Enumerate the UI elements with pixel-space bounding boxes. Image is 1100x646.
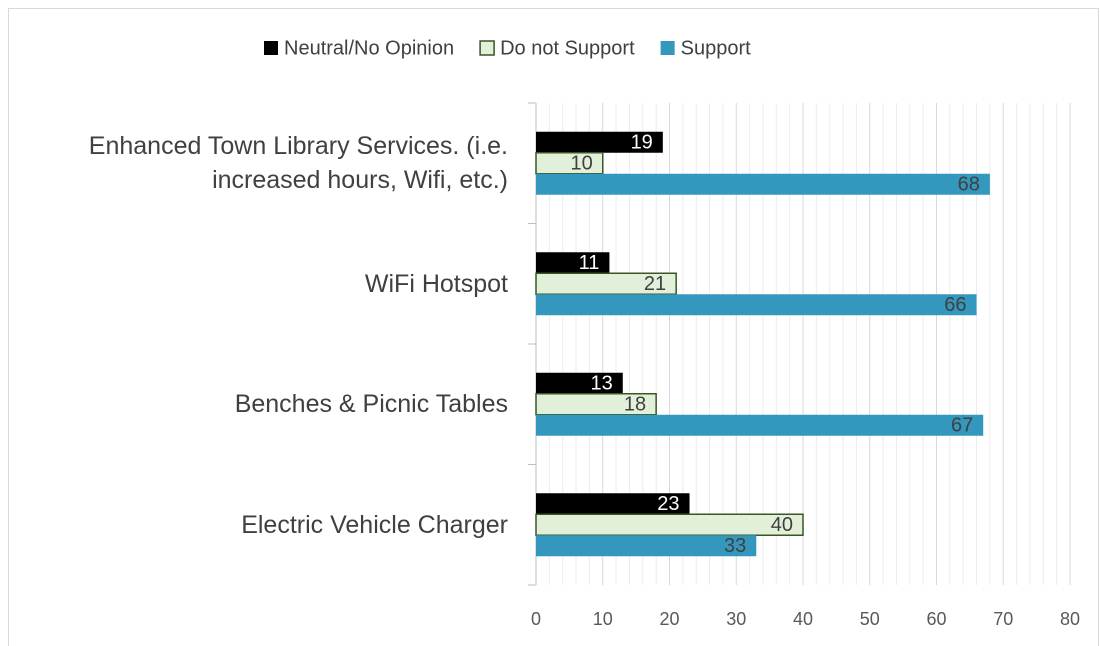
legend-label: Do not Support bbox=[500, 37, 635, 59]
data-label: 10 bbox=[571, 153, 593, 175]
data-label: 23 bbox=[657, 493, 679, 515]
x-tick-label: 70 bbox=[993, 609, 1013, 629]
legend-swatch bbox=[479, 40, 495, 56]
data-label: 67 bbox=[951, 415, 973, 437]
data-label: 66 bbox=[944, 294, 966, 316]
legend-label: Neutral/No Opinion bbox=[284, 37, 454, 59]
legend-swatch bbox=[660, 41, 675, 55]
x-tick-label: 20 bbox=[659, 609, 679, 629]
data-label: 40 bbox=[771, 514, 793, 536]
x-tick-label: 50 bbox=[860, 609, 880, 629]
bar bbox=[536, 372, 623, 394]
bar bbox=[536, 252, 610, 274]
data-label: 13 bbox=[591, 373, 613, 395]
category-label: Electric Vehicle Charger bbox=[241, 510, 508, 539]
x-tick-label: 40 bbox=[793, 609, 813, 629]
x-tick-label: 0 bbox=[531, 609, 541, 629]
data-label: 11 bbox=[579, 252, 600, 274]
legend-swatch bbox=[264, 41, 278, 55]
bar bbox=[536, 493, 690, 515]
data-label: 18 bbox=[624, 394, 646, 416]
data-label: 19 bbox=[631, 132, 653, 154]
data-label: 68 bbox=[958, 174, 980, 196]
bar bbox=[536, 535, 757, 557]
legend-label: Support bbox=[681, 37, 751, 59]
bar bbox=[535, 513, 804, 536]
bar bbox=[536, 414, 984, 436]
category-label: Enhanced Town Library Services. (i.e. in… bbox=[88, 132, 508, 195]
bar bbox=[536, 131, 663, 153]
x-tick-label: 30 bbox=[726, 609, 746, 629]
x-tick-label: 10 bbox=[593, 609, 613, 629]
chart-frame bbox=[8, 8, 1099, 646]
category-label: Benches & Picnic Tables bbox=[234, 390, 508, 419]
bar bbox=[536, 294, 977, 316]
category-label: WiFi Hotspot bbox=[364, 269, 508, 298]
data-label: 21 bbox=[644, 273, 666, 295]
bar bbox=[536, 173, 990, 195]
x-tick-label: 80 bbox=[1060, 609, 1080, 629]
data-label: 33 bbox=[724, 535, 746, 557]
x-tick-label: 60 bbox=[926, 609, 946, 629]
